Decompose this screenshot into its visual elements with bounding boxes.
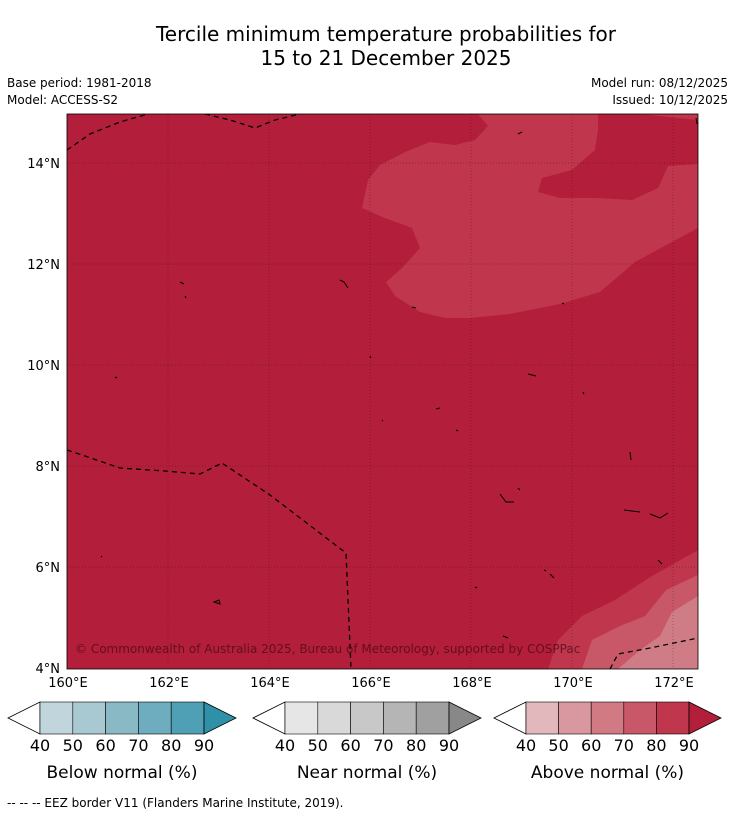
colorbar-swatch — [350, 701, 384, 735]
colorbar-swatch — [170, 701, 205, 735]
gridlines — [67, 114, 698, 669]
map-area: © Commonwealth of Australia 2025, Bureau… — [67, 114, 698, 669]
fill-above-50-60 — [618, 596, 698, 669]
colorbars: 40 50 60 70 80 90 Below normal (%) 40 50 60 70 80 90… — [7, 701, 722, 783]
colorbar-tick-label: 70 — [373, 736, 393, 755]
issued-date: Issued: 10/12/2025 — [612, 93, 728, 107]
meta-right: Model run: 08/12/2025 Issued: 10/12/2025 — [591, 75, 728, 109]
colorbar-tick-label: 80 — [406, 736, 426, 755]
colorbar-below: 40 50 60 70 80 90 Below normal (%) — [7, 701, 237, 783]
colorbar-tick-label: 40 — [30, 736, 50, 755]
lon-label: 160°E — [48, 676, 88, 691]
lon-label: 168°E — [452, 676, 492, 691]
colorbar-tick-label: 90 — [194, 736, 214, 755]
model-run: Model run: 08/12/2025 — [590, 76, 728, 90]
colorbar-min-extension — [493, 701, 527, 735]
colorbar-swatch — [415, 701, 450, 735]
lat-label: 14°N — [27, 157, 60, 172]
longitude-axis: 160°E 162°E 164°E 166°E 168°E 170°E 172°… — [48, 676, 694, 691]
colorbar-above: 40 50 60 70 80 90 Above normal (%) — [493, 701, 722, 783]
colorbar-max-extension — [448, 701, 482, 735]
colorbar-title: Below normal (%) — [47, 763, 198, 783]
lat-label: 6°N — [36, 561, 61, 576]
colorbar-tick-label: 90 — [439, 736, 459, 755]
colorbar-tick-label: 40 — [516, 736, 536, 755]
colorbar-tick-label: 60 — [95, 736, 115, 755]
latitude-axis: 14°N 12°N 10°N 8°N 6°N 4°N — [27, 157, 60, 677]
lon-label: 170°E — [553, 676, 593, 691]
colorbar-swatch — [317, 701, 351, 735]
colorbar-min-extension — [252, 701, 286, 735]
colorbar-tick-label: 50 — [308, 736, 328, 755]
colorbar-swatch — [383, 701, 417, 735]
eez-borders — [67, 114, 698, 669]
lat-label: 12°N — [27, 258, 60, 273]
lon-label: 162°E — [149, 676, 189, 691]
colorbar-swatch — [284, 701, 319, 735]
colorbar-tick-label: 80 — [161, 736, 181, 755]
fill-above-80-90-pocket — [538, 114, 698, 200]
colorbar-tick-label: 70 — [128, 736, 148, 755]
colorbar-tick-label: 50 — [548, 736, 568, 755]
colorbar-max-extension — [688, 701, 722, 735]
colorbar-swatch — [39, 701, 74, 735]
colorbar-tick-label: 70 — [614, 736, 634, 755]
colorbar-tick-label: 60 — [581, 736, 601, 755]
colorbar-swatch — [525, 701, 559, 735]
colorbar-swatch — [623, 701, 657, 735]
colorbar-max-extension — [203, 701, 237, 735]
colorbar-swatch — [72, 701, 106, 735]
colorbar-tick-label: 40 — [275, 736, 295, 755]
map-frame — [66, 113, 699, 670]
colorbar-title: Above normal (%) — [531, 763, 684, 783]
colorbar-min-extension — [7, 701, 41, 735]
copyright-notice: © Commonwealth of Australia 2025, Bureau… — [75, 642, 580, 656]
colorbar-tick-label: 50 — [63, 736, 83, 755]
colorbar-tick-label: 80 — [646, 736, 666, 755]
lon-label: 172°E — [654, 676, 694, 691]
base-period: Base period: 1981-2018 — [7, 76, 152, 90]
colorbar-tick-label: 60 — [340, 736, 360, 755]
colorbar-swatch — [590, 701, 625, 735]
colorbar-title: Near normal (%) — [297, 763, 437, 783]
colorbar-swatch — [138, 701, 172, 735]
colorbar-swatch — [105, 701, 139, 735]
lat-label: 10°N — [27, 359, 60, 374]
map-title-line1: Tercile minimum temperature probabilitie… — [155, 22, 617, 46]
meta-left: Base period: 1981-2018 Model: ACCESS-S2 — [7, 75, 152, 109]
islands — [100, 117, 698, 639]
model-name: Model: ACCESS-S2 — [7, 93, 119, 107]
colorbar-tick-label: 90 — [679, 736, 699, 755]
colorbar-swatch — [558, 701, 592, 735]
map-title-line2: 15 to 21 December 2025 — [260, 46, 512, 70]
lon-label: 166°E — [351, 676, 391, 691]
colorbar-swatch — [656, 701, 690, 735]
lat-label: 4°N — [36, 662, 61, 677]
lon-label: 164°E — [250, 676, 290, 691]
map-title: Tercile minimum temperature probabilitie… — [0, 22, 736, 70]
lat-label: 8°N — [36, 460, 61, 475]
eez-footnote: -- -- -- EEZ border V11 (Flanders Marine… — [7, 796, 344, 810]
